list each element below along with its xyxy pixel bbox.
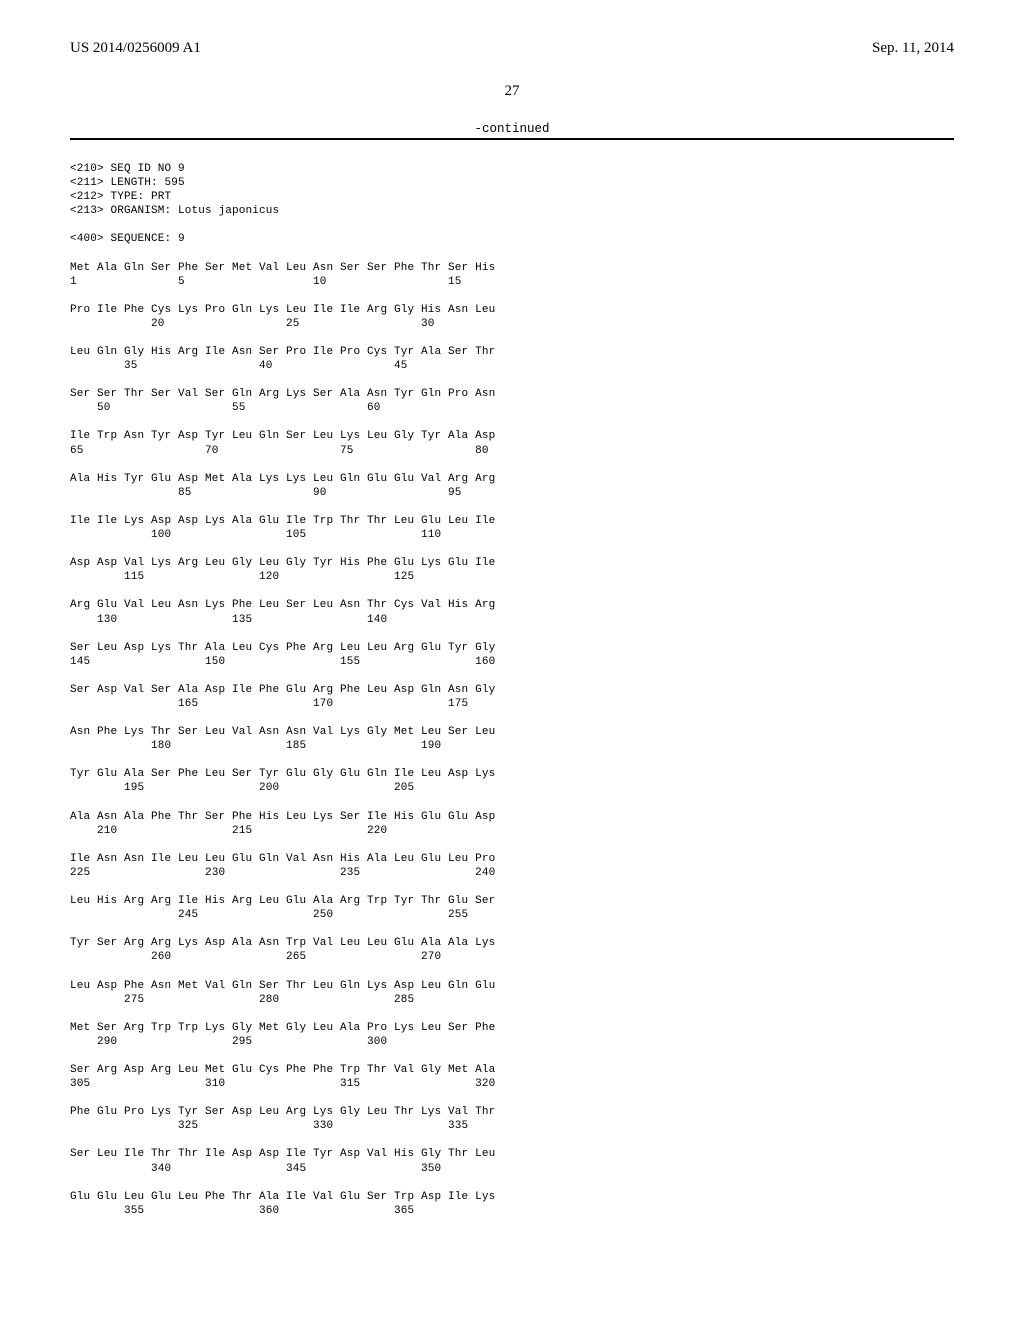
seq-num-line: 260 265 270 bbox=[70, 951, 441, 963]
seq-aa-line: Met Ser Arg Trp Trp Lys Gly Met Gly Leu … bbox=[70, 1022, 495, 1034]
seq-aa-line: Arg Glu Val Leu Asn Lys Phe Leu Ser Leu … bbox=[70, 599, 495, 611]
seq-num-line: 275 280 285 bbox=[70, 994, 414, 1006]
seq-aa-line: Ser Leu Asp Lys Thr Ala Leu Cys Phe Arg … bbox=[70, 642, 495, 654]
seq-num-line: 20 25 30 bbox=[70, 318, 435, 330]
seq-num-line: 115 120 125 bbox=[70, 571, 414, 583]
seq-aa-line: Ser Arg Asp Arg Leu Met Glu Cys Phe Phe … bbox=[70, 1064, 495, 1076]
seq-num-line: 225 230 235 240 bbox=[70, 867, 495, 879]
seq-aa-line: Leu Gln Gly His Arg Ile Asn Ser Pro Ile … bbox=[70, 346, 495, 358]
seq-aa-line: Tyr Glu Ala Ser Phe Leu Ser Tyr Glu Gly … bbox=[70, 768, 495, 780]
seq-aa-line: Ser Ser Thr Ser Val Ser Gln Arg Lys Ser … bbox=[70, 388, 495, 400]
seq-aa-line: Glu Glu Leu Glu Leu Phe Thr Ala Ile Val … bbox=[70, 1191, 495, 1203]
seq-aa-line: Asp Asp Val Lys Arg Leu Gly Leu Gly Tyr … bbox=[70, 557, 495, 569]
seq-num-line: 305 310 315 320 bbox=[70, 1078, 495, 1090]
seq-aa-line: Met Ala Gln Ser Phe Ser Met Val Leu Asn … bbox=[70, 262, 495, 274]
seq-aa-line: Ala Asn Ala Phe Thr Ser Phe His Leu Lys … bbox=[70, 811, 495, 823]
seq-aa-line: Ile Ile Lys Asp Asp Lys Ala Glu Ile Trp … bbox=[70, 515, 495, 527]
seq-num-line: 1 5 10 15 bbox=[70, 276, 462, 288]
seq-aa-line: Ser Asp Val Ser Ala Asp Ile Phe Glu Arg … bbox=[70, 684, 495, 696]
publication-number: US 2014/0256009 A1 bbox=[70, 40, 201, 57]
seq-num-line: 130 135 140 bbox=[70, 614, 387, 626]
seq-num-line: 145 150 155 160 bbox=[70, 656, 495, 668]
seq-aa-line: Asn Phe Lys Thr Ser Leu Val Asn Asn Val … bbox=[70, 726, 495, 738]
seq-num-line: 50 55 60 bbox=[70, 402, 381, 414]
seq-num-line: 180 185 190 bbox=[70, 740, 441, 752]
seq-meta-line: <213> ORGANISM: Lotus japonicus bbox=[70, 205, 279, 217]
seq-aa-line: Tyr Ser Arg Arg Lys Asp Ala Asn Trp Val … bbox=[70, 937, 495, 949]
seq-meta-line: <211> LENGTH: 595 bbox=[70, 177, 185, 189]
continued-label: -continued bbox=[70, 122, 954, 136]
seq-num-line: 245 250 255 bbox=[70, 909, 468, 921]
seq-num-line: 35 40 45 bbox=[70, 360, 408, 372]
seq-aa-line: Ile Asn Asn Ile Leu Leu Glu Gln Val Asn … bbox=[70, 853, 495, 865]
seq-meta-line: <210> SEQ ID NO 9 bbox=[70, 163, 185, 175]
seq-num-line: 65 70 75 80 bbox=[70, 445, 489, 457]
sequence-listing: <210> SEQ ID NO 9 <211> LENGTH: 595 <212… bbox=[70, 162, 954, 1218]
seq-meta-line: <400> SEQUENCE: 9 bbox=[70, 233, 185, 245]
seq-aa-line: Ile Trp Asn Tyr Asp Tyr Leu Gln Ser Leu … bbox=[70, 430, 495, 442]
seq-num-line: 100 105 110 bbox=[70, 529, 441, 541]
seq-aa-line: Ser Leu Ile Thr Thr Ile Asp Asp Ile Tyr … bbox=[70, 1148, 495, 1160]
seq-aa-line: Ala His Tyr Glu Asp Met Ala Lys Lys Leu … bbox=[70, 473, 495, 485]
seq-num-line: 325 330 335 bbox=[70, 1120, 468, 1132]
seq-num-line: 290 295 300 bbox=[70, 1036, 387, 1048]
page-number: 27 bbox=[70, 83, 954, 100]
header-row: US 2014/0256009 A1 Sep. 11, 2014 bbox=[70, 40, 954, 57]
seq-aa-line: Leu His Arg Arg Ile His Arg Leu Glu Ala … bbox=[70, 895, 495, 907]
divider-top bbox=[70, 138, 954, 140]
seq-aa-line: Phe Glu Pro Lys Tyr Ser Asp Leu Arg Lys … bbox=[70, 1106, 495, 1118]
seq-num-line: 340 345 350 bbox=[70, 1163, 441, 1175]
seq-meta-line: <212> TYPE: PRT bbox=[70, 191, 171, 203]
seq-num-line: 85 90 95 bbox=[70, 487, 462, 499]
publication-date: Sep. 11, 2014 bbox=[872, 40, 954, 57]
seq-num-line: 195 200 205 bbox=[70, 782, 414, 794]
seq-aa-line: Pro Ile Phe Cys Lys Pro Gln Lys Leu Ile … bbox=[70, 304, 495, 316]
seq-num-line: 165 170 175 bbox=[70, 698, 468, 710]
seq-num-line: 355 360 365 bbox=[70, 1205, 414, 1217]
seq-aa-line: Leu Asp Phe Asn Met Val Gln Ser Thr Leu … bbox=[70, 980, 495, 992]
seq-num-line: 210 215 220 bbox=[70, 825, 387, 837]
